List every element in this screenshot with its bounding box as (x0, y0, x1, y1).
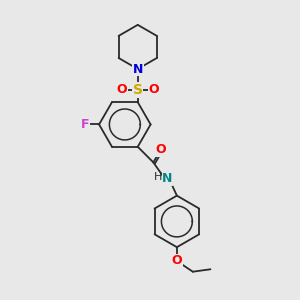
Text: F: F (81, 118, 90, 131)
Text: S: S (133, 83, 143, 97)
Text: O: O (116, 83, 127, 96)
Text: H: H (154, 172, 162, 182)
Text: O: O (172, 254, 182, 267)
Text: O: O (155, 143, 166, 156)
Text: N: N (162, 172, 173, 185)
Text: N: N (133, 62, 143, 76)
Text: O: O (148, 83, 159, 96)
